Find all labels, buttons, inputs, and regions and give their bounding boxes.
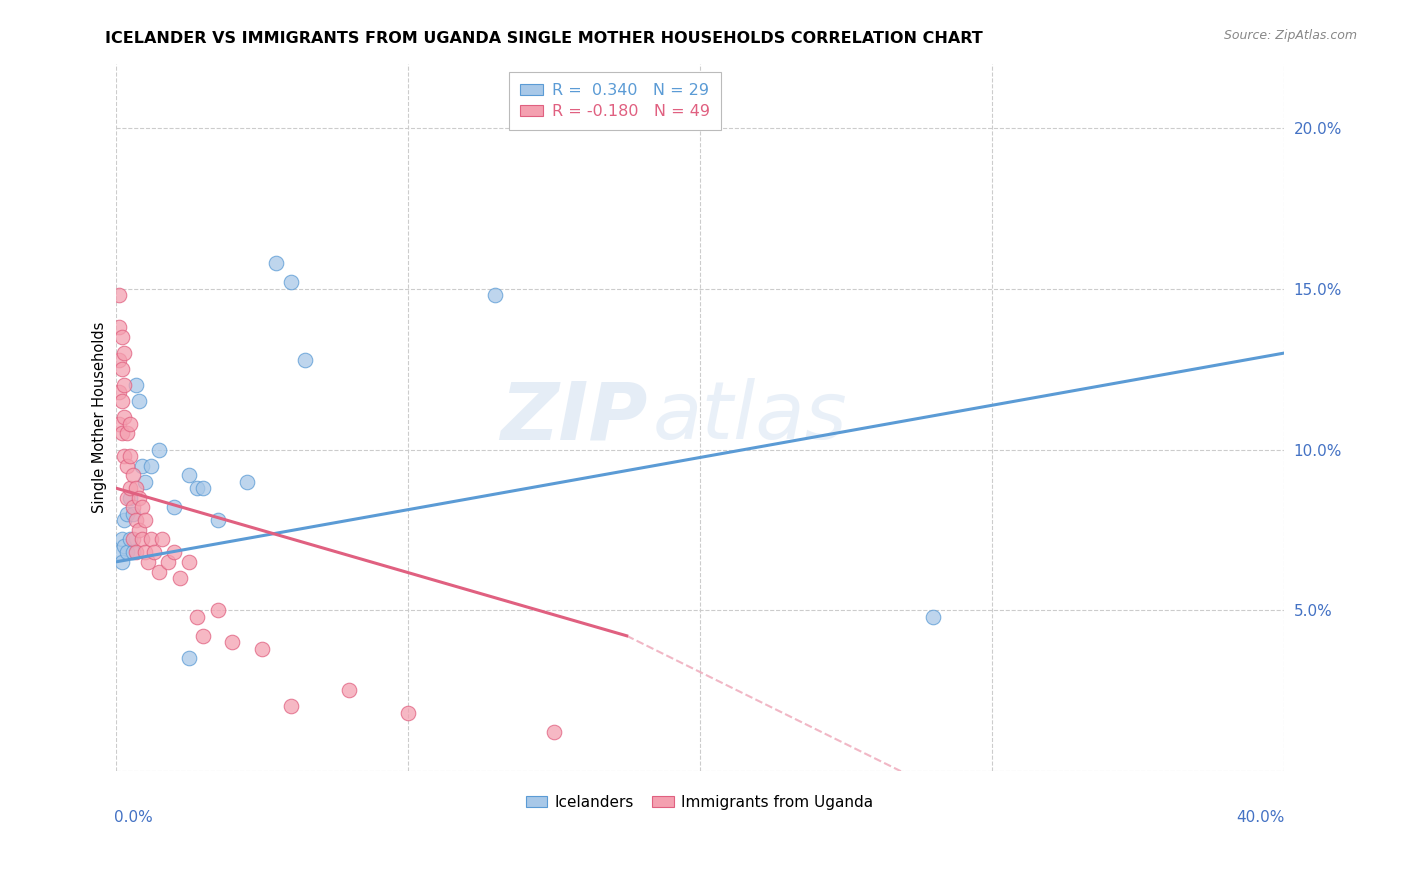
Point	[186, 481, 208, 495]
Point	[134, 545, 156, 559]
Text: ZIP: ZIP	[499, 378, 647, 457]
Point	[120, 417, 142, 431]
Point	[128, 523, 150, 537]
Point	[193, 481, 215, 495]
Point	[107, 545, 129, 559]
Point	[110, 533, 132, 547]
Point	[112, 513, 135, 527]
Text: 0.0%: 0.0%	[114, 810, 153, 824]
Point	[120, 491, 142, 505]
Point	[157, 555, 180, 569]
Point	[177, 651, 200, 665]
Point	[107, 352, 129, 367]
Point	[117, 458, 139, 473]
Point	[117, 545, 139, 559]
Point	[128, 491, 150, 505]
Text: ICELANDER VS IMMIGRANTS FROM UGANDA SINGLE MOTHER HOUSEHOLDS CORRELATION CHART: ICELANDER VS IMMIGRANTS FROM UGANDA SING…	[105, 31, 983, 46]
Point	[128, 394, 150, 409]
Point	[112, 410, 135, 425]
Point	[122, 533, 145, 547]
Point	[221, 635, 243, 649]
Point	[236, 475, 259, 489]
Point	[280, 699, 302, 714]
Point	[110, 362, 132, 376]
Point	[484, 288, 506, 302]
Text: atlas: atlas	[652, 378, 848, 457]
Point	[186, 609, 208, 624]
Point	[922, 609, 945, 624]
Point	[122, 507, 145, 521]
Point	[110, 394, 132, 409]
Point	[122, 545, 145, 559]
Point	[107, 288, 129, 302]
Point	[122, 500, 145, 515]
Point	[125, 378, 148, 392]
Point	[139, 458, 162, 473]
Legend: Icelanders, Immigrants from Uganda: Icelanders, Immigrants from Uganda	[520, 789, 880, 816]
Point	[543, 725, 565, 739]
Point	[294, 352, 316, 367]
Point	[280, 276, 302, 290]
Y-axis label: Single Mother Households: Single Mother Households	[93, 322, 107, 513]
Point	[117, 491, 139, 505]
Point	[117, 507, 139, 521]
Point	[136, 555, 159, 569]
Point	[120, 449, 142, 463]
Point	[177, 555, 200, 569]
Point	[142, 545, 165, 559]
Text: Source: ZipAtlas.com: Source: ZipAtlas.com	[1223, 29, 1357, 42]
Point	[122, 468, 145, 483]
Point	[125, 513, 148, 527]
Point	[107, 417, 129, 431]
Point	[264, 256, 287, 270]
Point	[112, 346, 135, 360]
Point	[148, 442, 170, 457]
Point	[207, 603, 229, 617]
Point	[150, 533, 173, 547]
Point	[177, 468, 200, 483]
Point	[163, 545, 186, 559]
Point	[163, 500, 186, 515]
Point	[117, 426, 139, 441]
Point	[110, 330, 132, 344]
Point	[125, 481, 148, 495]
Text: 40.0%: 40.0%	[1236, 810, 1285, 824]
Point	[250, 641, 273, 656]
Point	[120, 533, 142, 547]
Point	[337, 683, 360, 698]
Point	[120, 481, 142, 495]
Point	[134, 513, 156, 527]
Point	[169, 571, 191, 585]
Point	[125, 545, 148, 559]
Point	[148, 565, 170, 579]
Point	[110, 555, 132, 569]
Point	[112, 378, 135, 392]
Point	[131, 533, 153, 547]
Point	[112, 539, 135, 553]
Point	[207, 513, 229, 527]
Point	[139, 533, 162, 547]
Point	[107, 384, 129, 399]
Point	[396, 706, 419, 720]
Point	[112, 449, 135, 463]
Point	[134, 475, 156, 489]
Point	[107, 320, 129, 334]
Point	[131, 458, 153, 473]
Point	[193, 629, 215, 643]
Point	[110, 426, 132, 441]
Point	[131, 500, 153, 515]
